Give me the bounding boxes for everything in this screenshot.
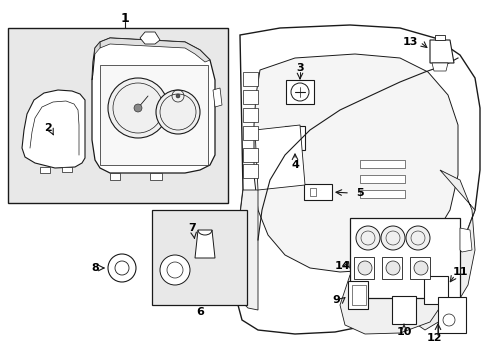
Circle shape bbox=[355, 226, 379, 250]
Polygon shape bbox=[22, 90, 85, 168]
Polygon shape bbox=[237, 25, 479, 334]
Circle shape bbox=[380, 226, 404, 250]
Polygon shape bbox=[195, 230, 215, 258]
FancyBboxPatch shape bbox=[381, 257, 401, 279]
Polygon shape bbox=[434, 35, 444, 40]
FancyBboxPatch shape bbox=[353, 257, 373, 279]
Text: 1: 1 bbox=[121, 12, 129, 24]
Polygon shape bbox=[304, 184, 331, 200]
Text: 8: 8 bbox=[91, 263, 99, 273]
FancyBboxPatch shape bbox=[8, 28, 227, 203]
Polygon shape bbox=[243, 126, 258, 140]
FancyBboxPatch shape bbox=[152, 210, 246, 305]
Text: 13: 13 bbox=[402, 37, 417, 47]
Text: 3: 3 bbox=[296, 63, 303, 73]
Circle shape bbox=[134, 104, 142, 112]
Polygon shape bbox=[62, 167, 72, 172]
Polygon shape bbox=[359, 160, 404, 168]
Polygon shape bbox=[243, 90, 258, 104]
Circle shape bbox=[357, 261, 371, 275]
Polygon shape bbox=[347, 281, 367, 309]
Polygon shape bbox=[459, 228, 471, 252]
Polygon shape bbox=[243, 164, 258, 178]
Polygon shape bbox=[213, 88, 222, 107]
Text: 7: 7 bbox=[188, 223, 196, 233]
Polygon shape bbox=[285, 126, 305, 150]
Circle shape bbox=[385, 261, 399, 275]
Circle shape bbox=[413, 261, 427, 275]
Text: 6: 6 bbox=[196, 307, 203, 317]
Polygon shape bbox=[254, 125, 305, 190]
Polygon shape bbox=[429, 40, 453, 63]
Polygon shape bbox=[285, 80, 313, 104]
Circle shape bbox=[156, 90, 200, 134]
Circle shape bbox=[405, 226, 429, 250]
FancyBboxPatch shape bbox=[409, 257, 429, 279]
FancyBboxPatch shape bbox=[100, 65, 207, 165]
Text: 12: 12 bbox=[426, 333, 441, 343]
Polygon shape bbox=[238, 190, 258, 310]
Polygon shape bbox=[150, 173, 162, 180]
Polygon shape bbox=[391, 296, 415, 324]
Polygon shape bbox=[431, 63, 447, 71]
Polygon shape bbox=[339, 260, 444, 334]
Polygon shape bbox=[243, 148, 258, 162]
Circle shape bbox=[108, 254, 136, 282]
Text: 10: 10 bbox=[395, 327, 411, 337]
Polygon shape bbox=[243, 108, 258, 122]
Text: 4: 4 bbox=[290, 160, 298, 170]
Polygon shape bbox=[423, 276, 447, 304]
Text: 5: 5 bbox=[355, 188, 363, 198]
Polygon shape bbox=[437, 297, 465, 333]
Circle shape bbox=[160, 255, 190, 285]
FancyBboxPatch shape bbox=[349, 218, 459, 298]
Polygon shape bbox=[40, 167, 50, 173]
Polygon shape bbox=[359, 175, 404, 183]
Polygon shape bbox=[110, 173, 120, 180]
Polygon shape bbox=[359, 190, 404, 198]
Polygon shape bbox=[253, 54, 457, 272]
Polygon shape bbox=[140, 32, 160, 44]
Text: 11: 11 bbox=[451, 267, 467, 277]
Text: 9: 9 bbox=[331, 295, 339, 305]
Polygon shape bbox=[243, 72, 258, 86]
Polygon shape bbox=[100, 38, 209, 62]
Polygon shape bbox=[92, 38, 215, 173]
Polygon shape bbox=[399, 170, 474, 330]
Circle shape bbox=[108, 78, 168, 138]
Text: 2: 2 bbox=[44, 123, 52, 133]
Text: 14: 14 bbox=[333, 261, 349, 271]
Polygon shape bbox=[92, 42, 100, 80]
Circle shape bbox=[176, 94, 180, 98]
